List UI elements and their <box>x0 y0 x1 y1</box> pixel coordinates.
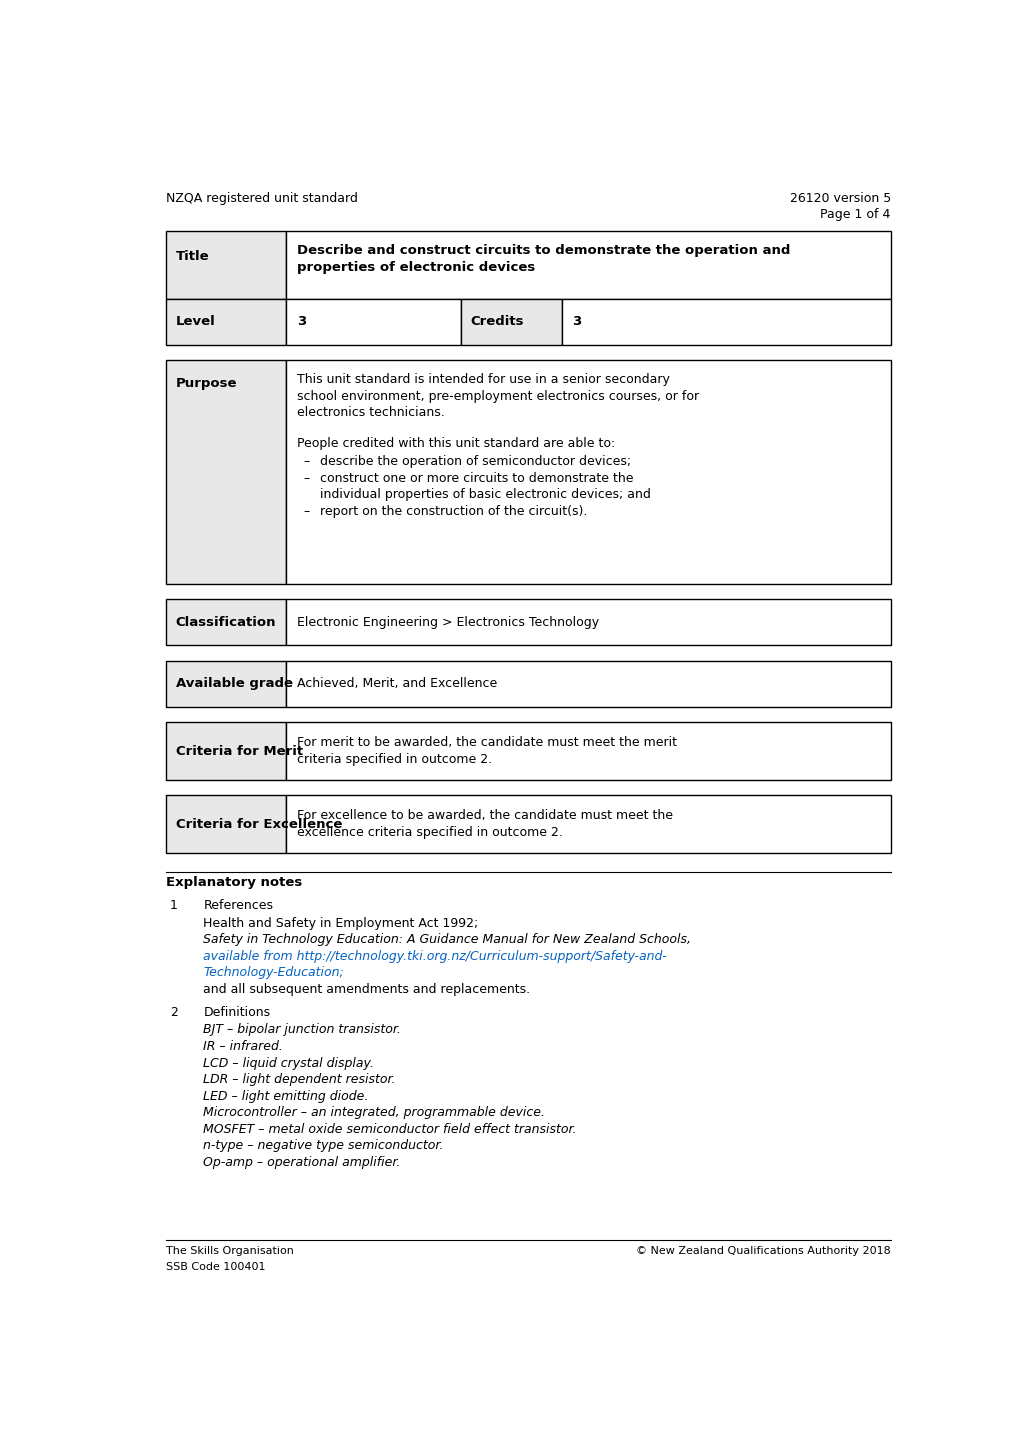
Text: LED – light emitting diode.: LED – light emitting diode. <box>203 1089 369 1102</box>
Text: NZQA registered unit standard: NZQA registered unit standard <box>166 192 358 205</box>
Text: LCD – liquid crystal display.: LCD – liquid crystal display. <box>203 1056 374 1069</box>
Text: The Skills Organisation: The Skills Organisation <box>166 1245 293 1255</box>
Text: People credited with this unit standard are able to:: People credited with this unit standard … <box>297 437 614 450</box>
Text: For excellence to be awarded, the candidate must meet the: For excellence to be awarded, the candid… <box>297 810 673 823</box>
Text: Title: Title <box>175 250 209 263</box>
Text: Explanatory notes: Explanatory notes <box>166 876 303 889</box>
Text: LDR – light dependent resistor.: LDR – light dependent resistor. <box>203 1074 395 1087</box>
Text: individual properties of basic electronic devices; and: individual properties of basic electroni… <box>320 488 651 501</box>
Text: Microcontroller – an integrated, programmable device.: Microcontroller – an integrated, program… <box>203 1107 545 1120</box>
Text: Health and Safety in Employment Act 1992;: Health and Safety in Employment Act 1992… <box>203 916 478 929</box>
Text: 26120 version 5: 26120 version 5 <box>789 192 890 205</box>
Bar <box>286 231 890 299</box>
Text: electronics technicians.: electronics technicians. <box>297 407 444 420</box>
Bar <box>166 661 286 707</box>
Text: Purpose: Purpose <box>175 377 236 390</box>
Text: IR – infrared.: IR – infrared. <box>203 1040 283 1053</box>
Bar <box>166 361 286 583</box>
Bar <box>166 722 286 779</box>
Text: 3: 3 <box>572 315 581 328</box>
Text: describe the operation of semiconductor devices;: describe the operation of semiconductor … <box>320 455 631 468</box>
Text: criteria specified in outcome 2.: criteria specified in outcome 2. <box>297 753 492 766</box>
Bar <box>461 299 560 345</box>
Text: Technology-Education;: Technology-Education; <box>203 967 343 980</box>
Bar <box>286 722 890 779</box>
Text: This unit standard is intended for use in a senior secondary: This unit standard is intended for use i… <box>297 374 669 387</box>
Text: Classification: Classification <box>175 616 276 629</box>
Text: school environment, pre-employment electronics courses, or for: school environment, pre-employment elect… <box>297 390 699 403</box>
Text: properties of electronic devices: properties of electronic devices <box>297 261 535 274</box>
Text: Credits: Credits <box>470 315 523 328</box>
Text: 3: 3 <box>297 315 306 328</box>
Text: and all subsequent amendments and replacements.: and all subsequent amendments and replac… <box>203 983 530 996</box>
Text: Criteria for Excellence: Criteria for Excellence <box>175 818 341 831</box>
Text: 2: 2 <box>170 1006 178 1019</box>
Text: Available grade: Available grade <box>175 677 292 690</box>
Text: –: – <box>303 505 310 518</box>
Text: Level: Level <box>175 315 215 328</box>
Text: Electronic Engineering > Electronics Technology: Electronic Engineering > Electronics Tec… <box>297 616 599 629</box>
Bar <box>286 299 461 345</box>
Text: References: References <box>203 899 273 912</box>
Text: MOSFET – metal oxide semiconductor field effect transistor.: MOSFET – metal oxide semiconductor field… <box>203 1123 577 1136</box>
Text: –: – <box>303 472 310 485</box>
Text: SSB Code 100401: SSB Code 100401 <box>166 1263 266 1273</box>
Text: construct one or more circuits to demonstrate the: construct one or more circuits to demons… <box>320 472 634 485</box>
Text: 1: 1 <box>170 899 178 912</box>
Text: n-type – negative type semiconductor.: n-type – negative type semiconductor. <box>203 1140 443 1153</box>
Text: Op-amp – operational amplifier.: Op-amp – operational amplifier. <box>203 1156 400 1169</box>
Bar <box>166 299 286 345</box>
Bar <box>166 231 286 299</box>
Bar <box>560 299 890 345</box>
Text: Achieved, Merit, and Excellence: Achieved, Merit, and Excellence <box>297 677 497 690</box>
Text: –: – <box>303 455 310 468</box>
Bar <box>286 661 890 707</box>
Bar <box>286 795 890 853</box>
Text: excellence criteria specified in outcome 2.: excellence criteria specified in outcome… <box>297 825 562 838</box>
Text: Describe and construct circuits to demonstrate the operation and: Describe and construct circuits to demon… <box>297 244 790 257</box>
Bar <box>286 361 890 583</box>
Text: Page 1 of 4: Page 1 of 4 <box>819 208 890 221</box>
Text: Safety in Technology Education: A Guidance Manual for New Zealand Schools,: Safety in Technology Education: A Guidan… <box>203 934 691 947</box>
Text: BJT – bipolar junction transistor.: BJT – bipolar junction transistor. <box>203 1023 400 1036</box>
Text: For merit to be awarded, the candidate must meet the merit: For merit to be awarded, the candidate m… <box>297 736 677 749</box>
Text: available from http://technology.tki.org.nz/Curriculum-support/Safety-and-: available from http://technology.tki.org… <box>203 949 666 962</box>
Text: © New Zealand Qualifications Authority 2018: © New Zealand Qualifications Authority 2… <box>636 1245 890 1255</box>
Bar <box>166 599 286 645</box>
Text: Criteria for Merit: Criteria for Merit <box>175 745 303 758</box>
Text: Definitions: Definitions <box>203 1006 270 1019</box>
Text: report on the construction of the circuit(s).: report on the construction of the circui… <box>320 505 587 518</box>
Bar <box>166 795 286 853</box>
Bar <box>286 599 890 645</box>
